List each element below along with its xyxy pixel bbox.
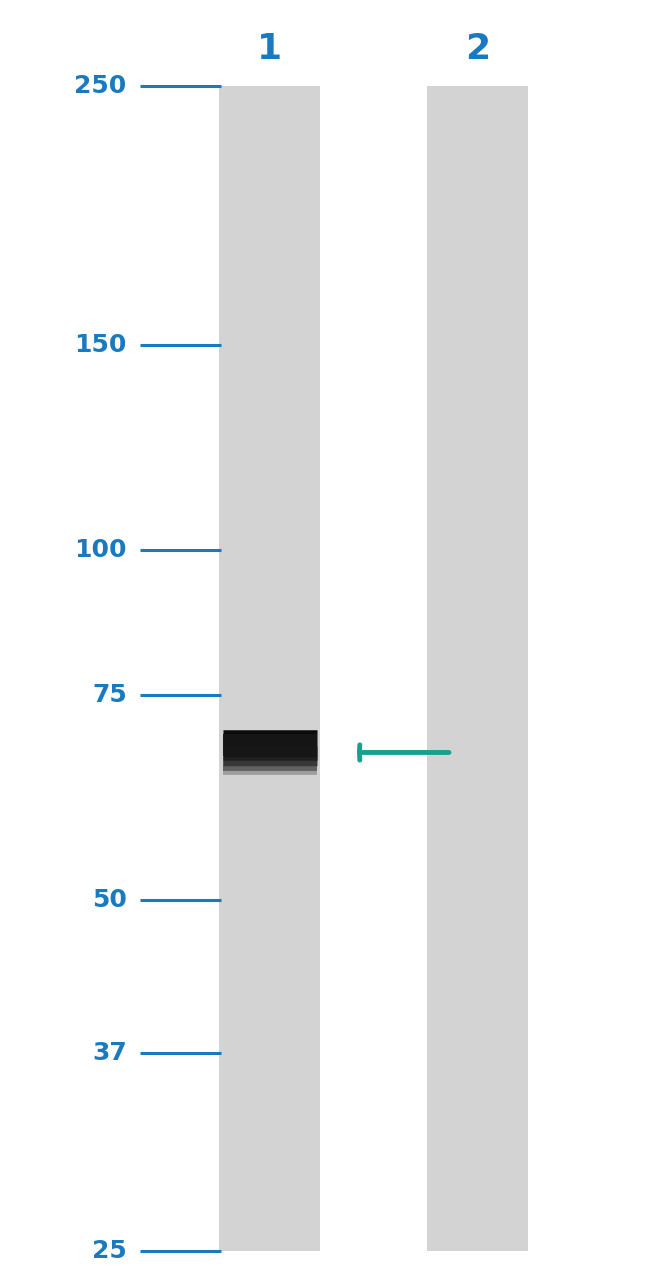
Text: 37: 37	[92, 1040, 127, 1064]
Text: 150: 150	[74, 333, 127, 357]
Text: 25: 25	[92, 1240, 127, 1262]
Text: 100: 100	[74, 537, 127, 561]
Text: 1: 1	[257, 32, 282, 66]
Text: 50: 50	[92, 889, 127, 912]
Text: 75: 75	[92, 683, 127, 707]
Bar	[428, 86, 528, 1251]
Text: 250: 250	[75, 75, 127, 98]
Text: 2: 2	[465, 32, 490, 66]
Bar	[219, 86, 320, 1251]
